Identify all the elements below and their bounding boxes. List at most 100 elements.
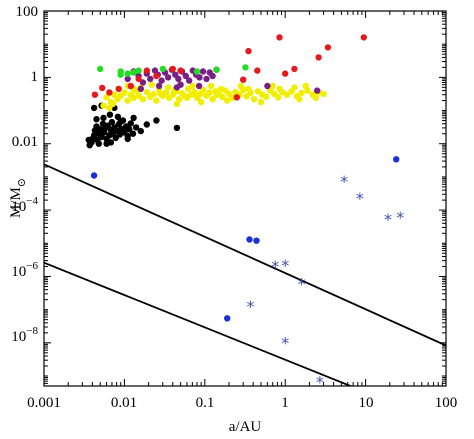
green-data-point [159,65,166,73]
purple-data-point [155,82,163,90]
yellow-data-point [150,91,157,98]
yellow-data-point [164,84,172,91]
yellow-data-point [124,97,131,104]
yellow-data-point [291,84,298,91]
yellow-data-point [250,96,258,103]
red-data-point [254,67,261,74]
purple-data-point [147,75,154,83]
green-data-point [130,69,137,76]
x-tick-label: 1 [281,395,289,411]
black-data-point [106,111,114,118]
black-data-point [130,114,137,122]
purple-data-point [203,75,210,83]
yellow-data-point [197,98,205,106]
red-data-point [240,76,247,83]
star-data-point: * [281,256,289,275]
plot-background [44,11,446,386]
blue-data-point [246,236,253,243]
yellow-data-point [121,89,128,96]
black-data-point [153,117,160,124]
x-tick-label: 0.01 [111,395,137,411]
black-data-point [117,118,124,126]
purple-data-point [137,85,144,93]
y-axis-label: M/M⊙ [8,178,28,218]
fit-lines [44,163,446,386]
x-tick-label: 0.001 [27,395,61,411]
purple-data-point [173,84,181,91]
black-data-point [114,113,122,121]
yellow-data-point [257,98,265,106]
yellow-data-point [218,85,225,93]
black-data-point [90,104,98,112]
star-data-point: * [281,334,289,353]
black-data-point [127,120,134,127]
yellow-data-point [173,100,181,108]
black-data-point [85,136,92,144]
yellow-data-point [206,89,213,96]
y-tick-label: 0.01 [12,134,38,150]
star-data-point: * [340,172,348,191]
y-tick-label: 10−6 [11,260,38,280]
black-data-point [95,140,103,147]
blue-data-point [224,315,231,322]
red-data-point [106,89,113,96]
star-data-point: * [247,297,255,316]
yellow-data-point [276,85,283,93]
purple-data-point [124,75,131,83]
red-data-point [177,67,184,74]
yellow-data-point [183,94,191,102]
green-data-point [193,68,201,75]
y-tick-label: 10−8 [11,325,38,345]
axis-ticks [43,10,447,387]
yellow-data-point [109,100,117,108]
fit-line [44,163,446,347]
red-data-point [127,82,134,90]
black-data-point [143,121,150,128]
red-data-point [276,34,283,41]
green-data-point [213,66,220,73]
plot-frame [43,10,447,387]
yellow-data-point [224,97,231,104]
yellow-data-point [275,94,282,101]
red-data-point [324,44,332,51]
x-tick-label: 0.1 [196,395,215,411]
red-data-point [169,65,176,73]
red-data-point [99,84,106,92]
black-data-point [137,127,144,135]
red-data-point [91,91,99,98]
purple-data-point [158,77,165,84]
black-data-point [129,130,137,137]
yellow-data-point [192,92,200,99]
yellow-data-point [143,88,150,96]
yellow-data-point [209,96,216,103]
star-data-point: * [384,210,392,229]
yellow-data-point [139,96,147,103]
green-data-point [135,67,142,74]
yellow-data-point [213,91,220,98]
yellow-data-point [157,90,164,98]
yellow-data-point [200,86,207,94]
purple-data-point [196,74,203,81]
red-data-point [360,34,367,41]
red-data-point [315,54,322,61]
red-data-point [115,85,122,93]
yellow-data-point [100,102,107,109]
purple-data-point [139,79,147,86]
star-data-point: * [396,208,404,227]
black-data-point [173,124,181,132]
green-data-point [124,70,131,77]
blue-data-point [90,172,98,179]
black-data-point [126,126,133,133]
yellow-data-point [153,97,160,104]
red-data-point [233,94,240,101]
purple-data-point [209,72,216,80]
red-data-point [153,72,160,80]
purple-data-point [186,77,193,84]
purple-data-point [264,82,271,90]
star-data-point: * [298,275,306,294]
x-axis-label: a/AU [229,419,262,435]
black-data-point [107,139,115,146]
star-data-point: * [356,189,364,208]
green-data-point [97,65,104,73]
